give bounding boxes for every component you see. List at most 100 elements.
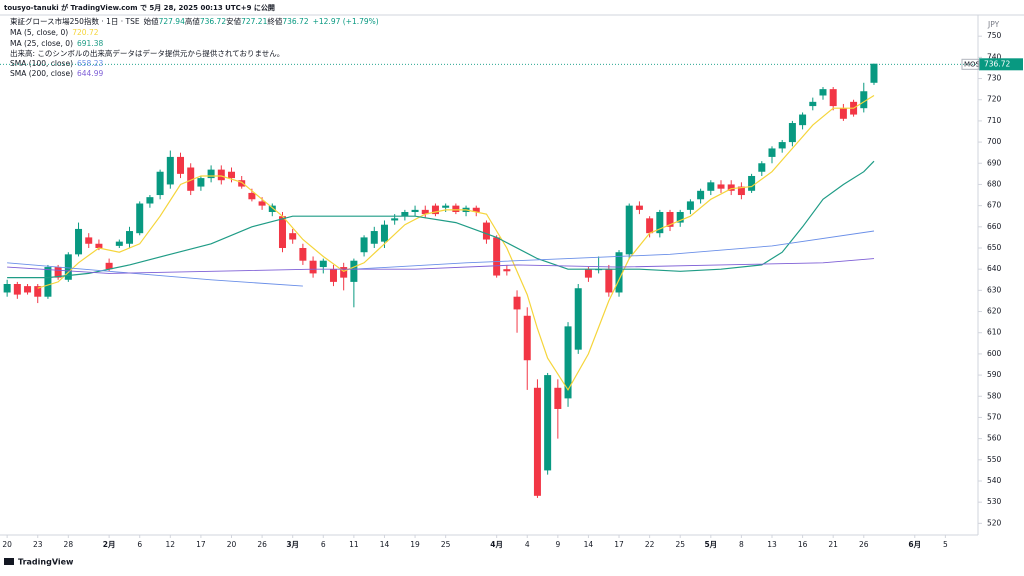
candle-body (809, 101, 817, 107)
candle-body (788, 123, 796, 143)
x-tick-label: 22 (645, 540, 655, 549)
candle-body (319, 260, 327, 268)
candle-body (554, 387, 562, 409)
tv-logo (4, 558, 14, 565)
y-tick-label: 550 (987, 455, 1002, 464)
x-tick-label: 14 (380, 540, 390, 549)
candle-body (44, 267, 52, 297)
y-tick-label: 740 (987, 52, 1002, 61)
candle-body (156, 171, 164, 196)
indicator-legend: MA (5, close, 0) 720.72 (10, 28, 99, 37)
candle-body (635, 205, 643, 210)
candle-body (482, 222, 490, 240)
candle-body (799, 114, 807, 126)
x-tick-label: 11 (349, 540, 359, 549)
candle-body (421, 209, 429, 215)
x-tick-label: 2月 (103, 540, 116, 549)
x-tick-label: 23 (33, 540, 43, 549)
x-tick-label: 4 (525, 540, 530, 549)
legend-symbol: 東証グロース市場250指数 · 1日 · TSE 始値727.94高値736.72… (10, 16, 379, 26)
candle-body (34, 286, 42, 297)
y-tick-label: 690 (987, 158, 1002, 167)
x-tick-label: 12 (166, 540, 176, 549)
legend-change: +12.97 (+1.79%) (313, 17, 379, 26)
legend-symbol: 東証グロース市場250指数 · 1日 · TSE (10, 16, 140, 26)
x-tick-label: 19 (410, 540, 420, 549)
candle-body (370, 231, 378, 244)
candle-body (870, 63, 878, 83)
candle-body (615, 252, 623, 293)
y-tick-label: 730 (987, 74, 1002, 83)
candle-body (360, 237, 368, 253)
y-tick-label: 540 (987, 476, 1002, 485)
x-tick-label: 6 (137, 540, 142, 549)
indicator-name: SMA (100, close) (10, 59, 73, 68)
legend-low-label: 安値 (226, 16, 241, 26)
x-tick-label: 13 (767, 540, 777, 549)
price-label-box (979, 58, 1023, 71)
candle-body (727, 184, 735, 191)
brand: TradingView (18, 558, 74, 567)
x-tick-label: 9 (555, 540, 560, 549)
x-tick-label: 20 (2, 540, 12, 549)
candle-body (309, 260, 317, 274)
candle-body (177, 156, 185, 174)
x-tick-label: 4月 (490, 540, 503, 549)
indicator-name: SMA (200, close) (10, 69, 73, 78)
legend-open-label: 始値 (144, 16, 159, 26)
candle-body (544, 375, 552, 471)
x-tick-label: 21 (828, 540, 838, 549)
candle-body (329, 269, 337, 282)
candle-body (95, 243, 103, 248)
candle-body (472, 207, 480, 212)
indicator-line (7, 230, 875, 287)
y-tick-label: 670 (987, 201, 1002, 210)
legend-high: 736.72 (200, 17, 226, 26)
y-tick-label: 650 (987, 243, 1002, 252)
y-tick-label: 640 (987, 264, 1002, 273)
y-tick-label: 620 (987, 307, 1002, 316)
y-tick-label: 680 (987, 179, 1002, 188)
candle-body (584, 269, 592, 278)
x-tick-label: 17 (614, 540, 624, 549)
candle-body (227, 171, 235, 179)
legend-open: 727.94 (159, 17, 185, 26)
candle-body (860, 91, 868, 109)
candle-body (105, 262, 113, 270)
candle-body (207, 169, 215, 179)
legend-close-label: 終値 (267, 16, 282, 26)
currency: JPY (987, 20, 1000, 29)
candle-body (431, 205, 439, 215)
candle-body (646, 218, 654, 234)
y-tick-label: 660 (987, 222, 1002, 231)
candle-body (258, 201, 266, 206)
volume-note: 出来高: このシンボルの出来高データはデータ提供元から提供されておりません。 (10, 48, 284, 58)
symbol-box (961, 58, 980, 70)
legend-low: 727.21 (241, 17, 267, 26)
x-tick-label: 5 (943, 540, 948, 549)
y-tick-label: 600 (987, 349, 1002, 358)
x-tick-label: 28 (64, 540, 74, 549)
candle-body (350, 260, 358, 282)
candle-body (707, 182, 715, 191)
y-tick-label: 520 (987, 518, 1002, 527)
x-tick-label: 17 (196, 540, 206, 549)
y-tick-label: 590 (987, 370, 1002, 379)
candle-body (289, 233, 297, 240)
candle-body (85, 237, 93, 244)
indicator-legend: MA (25, close, 0) 691.38 (10, 39, 103, 48)
candle-body (748, 175, 756, 191)
candle-body (605, 269, 613, 293)
y-tick-label: 710 (987, 116, 1002, 125)
candle-body (187, 167, 195, 191)
candle-body (24, 286, 32, 293)
candle-body (758, 163, 766, 172)
candle-body (136, 203, 144, 234)
x-tick-label: 8 (739, 540, 744, 549)
candle-body (513, 296, 521, 310)
indicator-legend: SMA (200, close) 644.99 (10, 69, 103, 78)
candle-body (166, 156, 174, 185)
candle-body (564, 326, 572, 399)
